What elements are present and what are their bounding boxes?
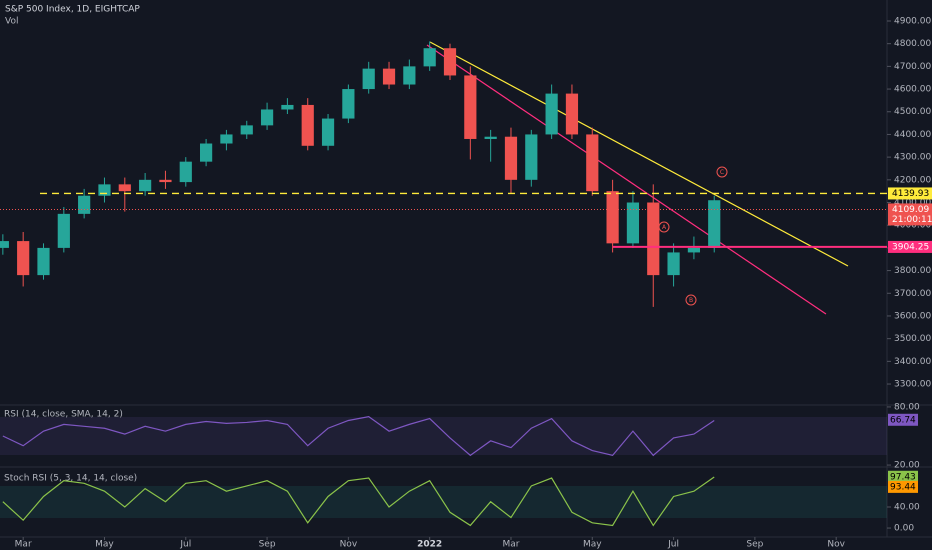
- candle-body: [423, 48, 436, 67]
- candle-body: [504, 136, 518, 180]
- y-tick-label: 4900.00: [894, 16, 931, 26]
- trendline: [426, 44, 827, 315]
- rsi-band: [0, 417, 887, 455]
- candle-body: [240, 125, 253, 135]
- candle-body: [545, 93, 558, 135]
- candle-body: [484, 136, 497, 139]
- y-tick-label: 4000.00: [894, 221, 931, 231]
- wave-marker: [716, 166, 728, 178]
- y-tick-label: 80.00: [894, 402, 920, 412]
- y-tick-label: 4200.00: [894, 175, 931, 185]
- indicator-tag: [888, 480, 918, 493]
- price-tag-label: 4139.93: [892, 189, 929, 199]
- chart-title: S&P 500 Index, 1D, EIGHTCAP: [5, 5, 140, 15]
- x-tick-label: May: [95, 540, 114, 550]
- candle-body: [687, 247, 701, 253]
- candle-body: [667, 252, 680, 276]
- candle-body: [260, 109, 274, 126]
- candle-body: [362, 68, 375, 90]
- candle-body: [281, 104, 294, 110]
- candle-body: [78, 195, 91, 214]
- candle-body: [321, 118, 335, 146]
- wave-label: C: [720, 169, 724, 176]
- stoch-label: Stoch RSI (5, 3, 14, 14, close): [4, 474, 137, 484]
- candle-body: [464, 75, 477, 139]
- countdown: 21:00:11: [892, 215, 932, 225]
- wave-label: B: [689, 297, 693, 304]
- price-tag-label: 3904.25: [892, 242, 929, 252]
- y-tick-label: 3700.00: [894, 289, 931, 299]
- candle-body: [342, 89, 355, 119]
- indicator-line: [2, 476, 715, 527]
- y-tick-label: 4400.00: [894, 130, 931, 140]
- y-tick-label: 4300.00: [894, 153, 931, 163]
- x-tick-label: Nov: [340, 540, 358, 550]
- y-tick-label: 4700.00: [894, 62, 931, 72]
- candle-body: [200, 143, 213, 162]
- y-tick-label: 3600.00: [894, 311, 931, 321]
- x-tick-label: Jul: [179, 540, 191, 550]
- price-tag: [888, 240, 932, 253]
- candle-body: [708, 200, 721, 248]
- wave-marker: [658, 221, 670, 233]
- candle-body: [403, 66, 416, 85]
- last-price-label: 4109.09: [892, 205, 929, 215]
- indicator-line: [2, 415, 715, 457]
- x-tick-label: Nov: [827, 540, 845, 550]
- y-tick-label: 4800.00: [894, 39, 931, 49]
- x-tick-label: Jul: [667, 540, 679, 550]
- candle-body: [57, 213, 70, 248]
- indicator-tag-label: 93.44: [890, 482, 916, 492]
- candle-body: [118, 184, 131, 192]
- candle-body: [382, 68, 396, 85]
- indicator-tag-label: 97.43: [890, 472, 916, 482]
- candle-body: [525, 134, 538, 180]
- y-tick-label: 0.00: [894, 524, 914, 534]
- indicator-tag: [888, 413, 918, 426]
- y-tick-label: 3400.00: [894, 357, 931, 367]
- candle-body: [626, 202, 640, 244]
- x-tick-label: Mar: [15, 540, 32, 550]
- candle-body: [220, 134, 233, 144]
- y-tick-label: 20.00: [894, 461, 920, 471]
- x-tick-label: Sep: [259, 540, 276, 550]
- y-tick-label: 4100.00: [894, 198, 931, 208]
- price-tag: [888, 187, 932, 200]
- wave-label: A: [662, 224, 667, 231]
- x-tick-label: Mar: [502, 540, 519, 550]
- rsi-label: RSI (14, close, SMA, 14, 2): [4, 410, 123, 420]
- last-price-tag: [888, 203, 932, 226]
- indicator-tag-label: 66.74: [890, 415, 916, 425]
- y-tick-label: 3500.00: [894, 334, 931, 344]
- candle-body: [606, 191, 619, 244]
- candle-body: [647, 202, 660, 276]
- candle-body: [98, 184, 111, 196]
- y-tick-label: 3300.00: [894, 380, 931, 390]
- candle-body: [159, 179, 172, 183]
- candle-body: [139, 179, 152, 192]
- indicator-tag: [888, 470, 918, 483]
- y-tick-label: 3800.00: [894, 266, 931, 276]
- x-tick-label: 2022: [417, 540, 442, 550]
- candle-body: [0, 241, 9, 248]
- candle-body: [565, 93, 579, 135]
- candle-body: [586, 134, 599, 192]
- y-tick-label: 40.00: [894, 503, 920, 513]
- volume-label: Vol: [5, 17, 18, 27]
- x-tick-label: May: [583, 540, 602, 550]
- candle-body: [17, 241, 30, 276]
- x-tick-label: Sep: [746, 540, 763, 550]
- y-tick-label: 4500.00: [894, 107, 931, 117]
- trendline: [429, 41, 849, 267]
- candle-body: [301, 104, 314, 146]
- candle-body: [443, 48, 457, 76]
- candle-body: [179, 161, 192, 183]
- y-tick-label: 4600.00: [894, 85, 931, 95]
- candle-body: [37, 247, 50, 276]
- wave-marker: [685, 294, 697, 306]
